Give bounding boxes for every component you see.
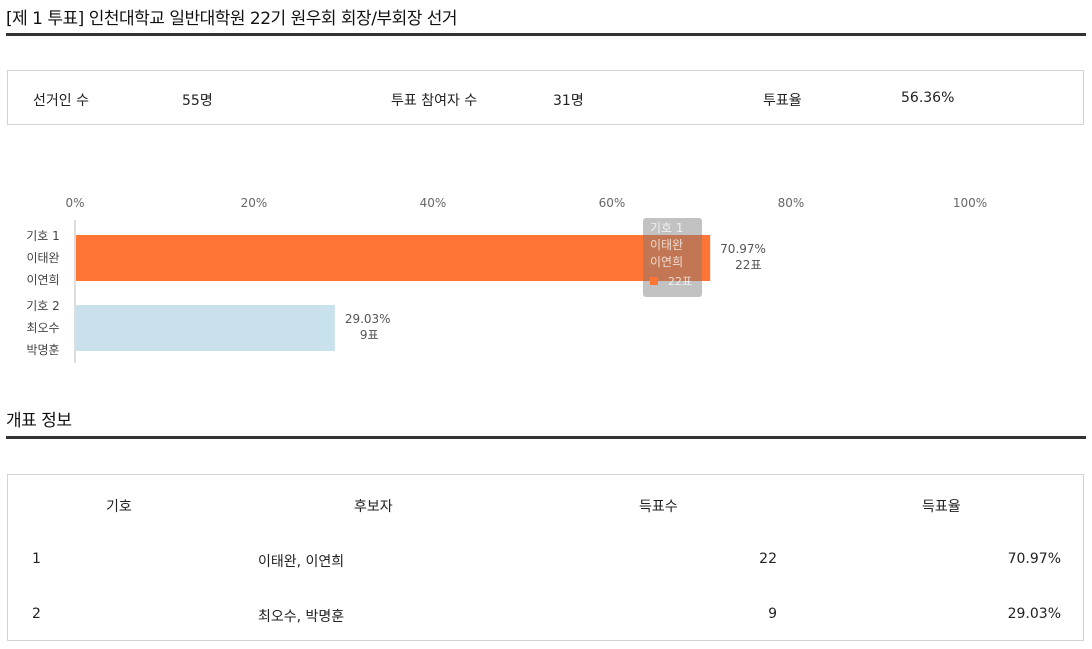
x-tick-label: 40% <box>420 196 447 210</box>
row-2-rate: 29.03% <box>1007 606 1061 622</box>
header-candidates: 후보자 <box>354 499 393 515</box>
tally-table: 기호 후보자 득표수 득표율 1 이태완, 이연희 22 70.97% 2 최오… <box>7 474 1084 641</box>
bar-candidate-1 <box>76 235 711 281</box>
header-number: 기호 <box>106 499 132 515</box>
tooltip-line: 기호 1 <box>650 221 684 235</box>
row-1-rate: 70.97% <box>1007 551 1061 567</box>
vote-summary: 선거인 수 55명 투표 참여자 수 31명 투표율 56.36% <box>7 70 1084 125</box>
electorate-label: 선거인 수 <box>33 93 89 109</box>
row-1-candidates: 이태완, 이연희 <box>258 554 345 570</box>
title-divider <box>6 33 1086 36</box>
vote-bar-chart: 0% 20% 40% 60% 80% 100%기호 1이태완이연희70.97%22표기호 … <box>26 196 987 363</box>
category-label: 기호 1 <box>26 229 60 243</box>
x-tick-label: 100% <box>953 196 987 210</box>
vote-label: 22표 <box>735 258 761 272</box>
x-tick-label: 60% <box>599 196 626 210</box>
row-2-votes: 9 <box>768 606 777 622</box>
tooltip-line: 이연희 <box>650 255 683 269</box>
tooltip-votes: 22표 <box>668 275 692 288</box>
x-tick-label: 80% <box>778 196 805 210</box>
participants-value: 31명 <box>553 93 584 109</box>
row-2-candidates: 최오수, 박명훈 <box>258 609 345 625</box>
tooltip-line: 이태완 <box>650 238 683 252</box>
vote-label: 9표 <box>360 328 379 342</box>
x-tick-label: 20% <box>241 196 268 210</box>
value-label: 29.03% <box>345 312 391 326</box>
category-label: 이연희 <box>26 273 59 287</box>
category-label: 최오수 <box>26 321 59 335</box>
tally-divider <box>6 436 1086 439</box>
electorate-value: 55명 <box>182 93 213 109</box>
page-title: [제 1 투표] 인천대학교 일반대학원 22기 원우회 회장/부회장 선거 <box>6 9 458 29</box>
header-rate: 득표율 <box>922 499 961 515</box>
value-label: 70.97% <box>720 242 766 256</box>
row-1-number: 1 <box>32 551 41 567</box>
category-label: 기호 2 <box>26 299 60 313</box>
row-2-number: 2 <box>32 606 41 622</box>
row-1-votes: 22 <box>759 551 777 567</box>
participants-label: 투표 참여자 수 <box>391 93 478 109</box>
category-label: 박명훈 <box>26 343 59 357</box>
turnout-value: 56.36% <box>901 90 955 106</box>
x-tick-label: 0% <box>65 196 84 210</box>
turnout-label: 투표율 <box>763 93 802 109</box>
category-label: 이태완 <box>26 251 59 265</box>
header-votes: 득표수 <box>639 499 678 515</box>
tally-section-title: 개표 정보 <box>6 411 72 431</box>
tooltip-swatch <box>650 277 658 285</box>
bar-candidate-2 <box>76 305 335 351</box>
